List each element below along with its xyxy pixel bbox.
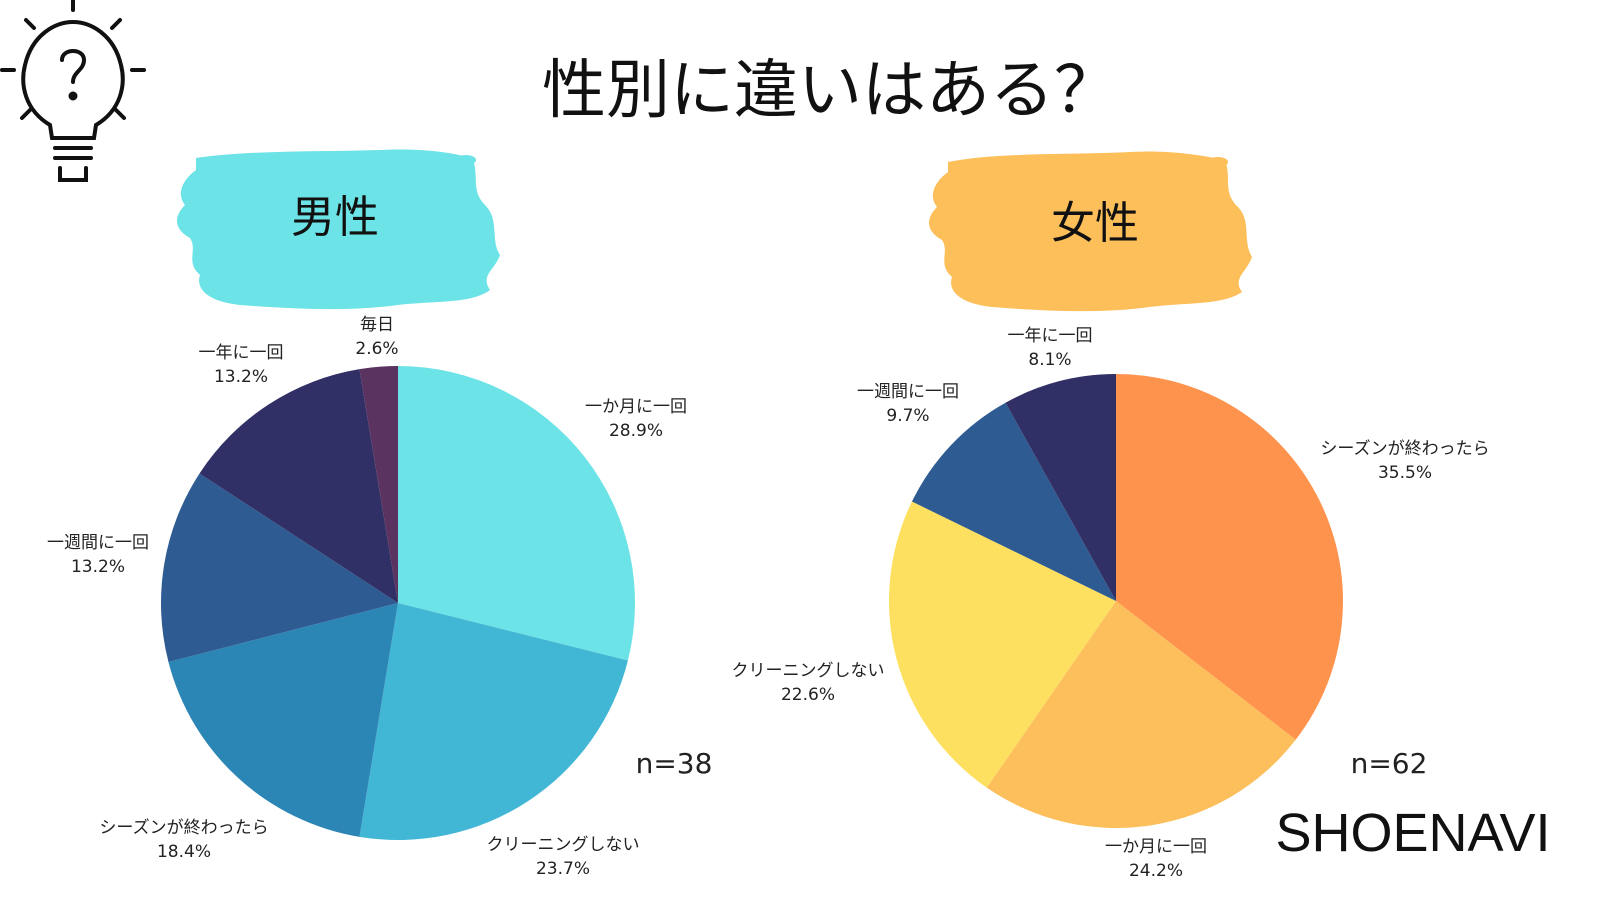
female-label-2-value: 22.6% [781,685,835,705]
female-label-3-value: 9.7% [886,406,929,426]
female-pie-slice-0 [1116,374,1343,740]
male-pie-slice-4 [199,369,398,603]
female-label-3-name: 一週間に一回 [857,382,959,402]
female-chart-title: 女性 [1051,198,1139,249]
female-badge: 女性 [928,151,1252,312]
male-pie-chart [160,366,635,840]
female-pie-chart [889,374,1343,828]
male-pie-slice-5 [359,366,398,603]
male-label-4-value: 13.2% [214,367,268,387]
female-pie-slice-4 [1005,374,1116,601]
female-pie-slice-3 [911,402,1116,601]
female-label-4-name: 一年に一回 [1008,326,1093,346]
male-badge-blob [176,149,501,310]
female-label-0-name: シーズンが終わったら [1320,439,1489,459]
lightbulb-question-icon [0,0,146,182]
female-label-0-value: 35.5% [1378,463,1432,483]
male-label-2-value: 18.4% [157,842,211,862]
male-label-5-value: 2.6% [355,339,398,359]
male-label-1-value: 23.7% [536,859,590,879]
male-label-3-name: 一週間に一回 [47,533,149,553]
female-pie-slice-1 [986,601,1296,828]
female-label-4-value: 8.1% [1028,350,1071,370]
male-label-5-name: 毎日 [360,315,394,335]
female-label-1-value: 24.2% [1129,861,1183,881]
male-pie-slice-0 [398,366,635,661]
female-badge-blob [928,151,1252,312]
male-label-1-name: クリーニングしない [487,835,640,855]
male-badge: 男性 [176,149,501,310]
page-title: 性別に違いはある？ [542,54,1118,128]
male-sample-size: n=38 [636,747,713,780]
male-label-2-name: シーズンが終わったら [99,818,268,838]
female-slice-labels: シーズンが終わったら 35.5% 一か月に一回 24.2% クリーニングしない … [732,326,1490,881]
female-pie-slice-2 [889,501,1116,788]
female-label-2-name: クリーニングしない [732,661,885,681]
male-label-0-name: 一か月に一回 [585,397,687,417]
male-pie-slice-3 [160,473,398,662]
female-sample-size: n=62 [1351,747,1428,780]
male-label-0-value: 28.9% [609,421,663,441]
male-pie-slice-2 [168,603,398,837]
brand-logo: SHOENAVI [1275,803,1550,863]
male-pie-slice-1 [359,603,628,840]
male-slice-labels: 一か月に一回 28.9% クリーニングしない 23.7% シーズンが終わったら … [47,315,687,879]
male-label-4-name: 一年に一回 [199,343,284,363]
male-chart-title: 男性 [291,192,379,243]
female-label-1-name: 一か月に一回 [1105,837,1207,857]
male-label-3-value: 13.2% [71,557,125,577]
